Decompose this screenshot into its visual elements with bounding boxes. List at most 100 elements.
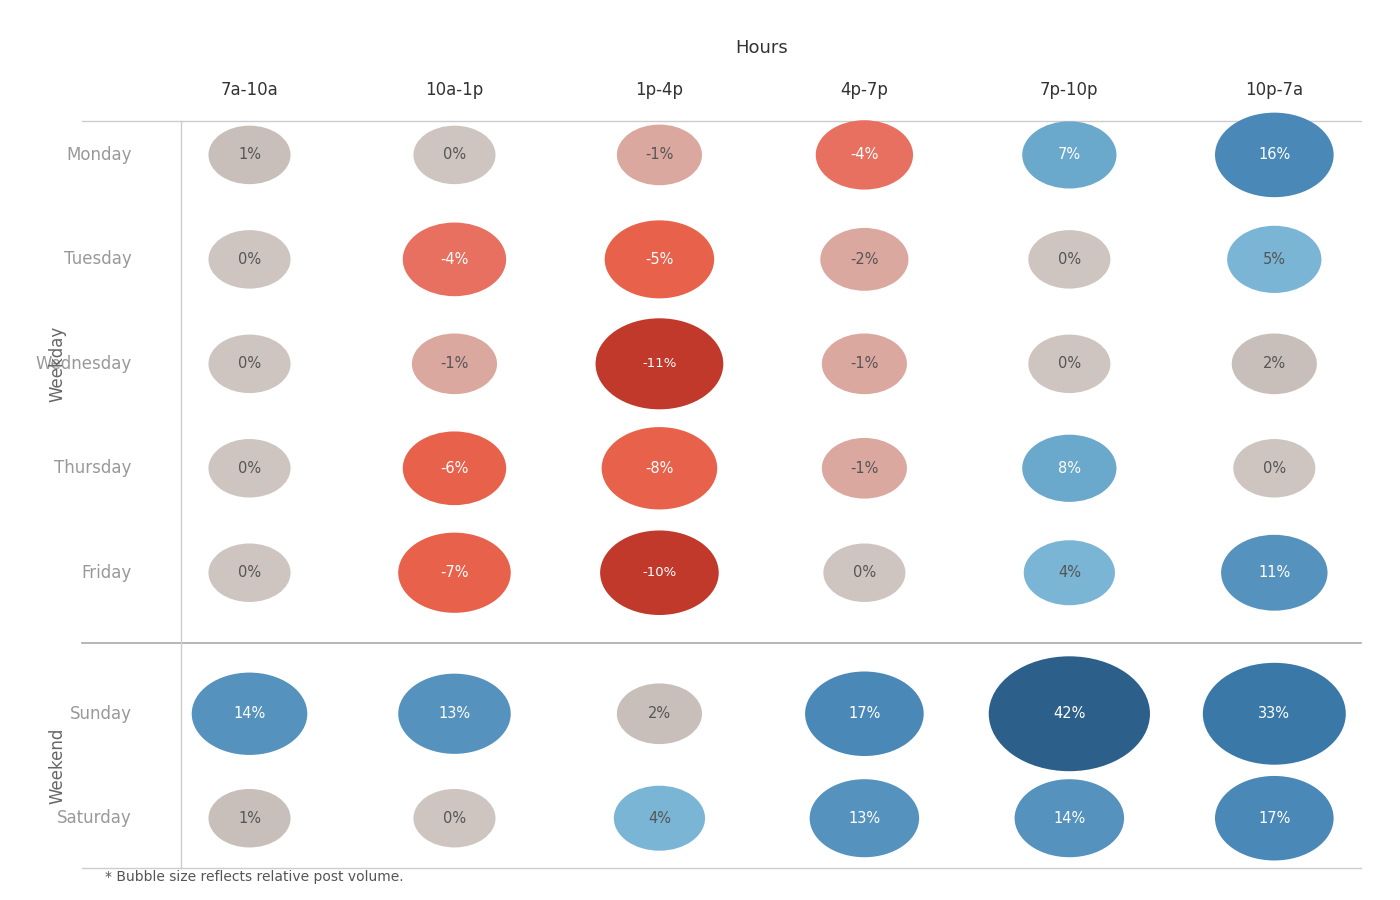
Text: 0%: 0% — [238, 252, 260, 267]
Text: -4%: -4% — [440, 252, 469, 267]
Ellipse shape — [816, 121, 913, 190]
Ellipse shape — [403, 222, 507, 296]
Ellipse shape — [595, 319, 724, 410]
Ellipse shape — [209, 335, 291, 393]
Text: 0%: 0% — [238, 356, 260, 372]
Text: 33%: 33% — [1259, 706, 1291, 721]
Ellipse shape — [988, 656, 1149, 771]
Text: Saturday: Saturday — [57, 809, 132, 827]
Text: -1%: -1% — [440, 356, 469, 372]
Text: 1%: 1% — [238, 811, 260, 825]
Text: Sunday: Sunday — [70, 705, 132, 723]
Text: -8%: -8% — [645, 461, 673, 476]
Text: 11%: 11% — [1259, 565, 1291, 581]
Text: 2%: 2% — [648, 706, 671, 721]
Ellipse shape — [1233, 439, 1316, 498]
Text: -1%: -1% — [850, 356, 879, 372]
Text: Thursday: Thursday — [55, 459, 132, 477]
Ellipse shape — [209, 789, 291, 848]
Text: Friday: Friday — [81, 563, 132, 581]
Text: -11%: -11% — [643, 357, 676, 370]
Text: 0%: 0% — [1263, 461, 1285, 476]
Text: 10a-1p: 10a-1p — [426, 81, 483, 99]
Text: 10p-7a: 10p-7a — [1245, 81, 1303, 99]
Text: 14%: 14% — [1053, 811, 1085, 825]
Text: 13%: 13% — [848, 811, 881, 825]
Text: Wednesday: Wednesday — [35, 355, 132, 373]
Ellipse shape — [1022, 122, 1116, 188]
Ellipse shape — [1022, 435, 1116, 502]
Ellipse shape — [605, 220, 714, 299]
Text: Weekend: Weekend — [48, 728, 66, 805]
Text: 0%: 0% — [1058, 356, 1081, 372]
Ellipse shape — [192, 672, 307, 755]
Text: 0%: 0% — [238, 565, 260, 581]
Ellipse shape — [413, 126, 496, 184]
Ellipse shape — [1215, 112, 1334, 197]
Text: 0%: 0% — [442, 148, 466, 162]
Text: 4%: 4% — [1058, 565, 1081, 581]
Ellipse shape — [601, 530, 718, 615]
Text: 1p-4p: 1p-4p — [636, 81, 683, 99]
Ellipse shape — [209, 544, 291, 602]
Ellipse shape — [1023, 540, 1114, 605]
Text: -5%: -5% — [645, 252, 673, 267]
Text: 7p-10p: 7p-10p — [1040, 81, 1099, 99]
Text: 13%: 13% — [438, 706, 470, 721]
Ellipse shape — [1232, 334, 1317, 394]
Text: Tuesday: Tuesday — [64, 250, 132, 268]
Text: * Bubble size reflects relative post volume.: * Bubble size reflects relative post vol… — [105, 869, 403, 884]
Text: 16%: 16% — [1259, 148, 1291, 162]
Ellipse shape — [1029, 335, 1110, 393]
Text: 0%: 0% — [442, 811, 466, 825]
Ellipse shape — [1228, 226, 1322, 293]
Ellipse shape — [809, 779, 920, 857]
Ellipse shape — [822, 438, 907, 499]
Text: 17%: 17% — [848, 706, 881, 721]
Text: 4p-7p: 4p-7p — [840, 81, 889, 99]
Ellipse shape — [805, 671, 924, 756]
Text: 14%: 14% — [234, 706, 266, 721]
Ellipse shape — [1029, 230, 1110, 289]
Ellipse shape — [1215, 776, 1334, 860]
Text: 0%: 0% — [1058, 252, 1081, 267]
Ellipse shape — [822, 334, 907, 394]
Text: Weekday: Weekday — [48, 326, 66, 402]
Ellipse shape — [403, 431, 507, 505]
Text: -7%: -7% — [440, 565, 469, 581]
Ellipse shape — [1015, 779, 1124, 857]
Ellipse shape — [617, 124, 701, 185]
Text: -1%: -1% — [645, 148, 673, 162]
Ellipse shape — [823, 544, 906, 602]
Text: 1%: 1% — [238, 148, 260, 162]
Text: 5%: 5% — [1263, 252, 1285, 267]
Text: -1%: -1% — [850, 461, 879, 476]
Ellipse shape — [413, 789, 496, 848]
Text: -2%: -2% — [850, 252, 879, 267]
Text: Monday: Monday — [66, 146, 132, 164]
Text: 7%: 7% — [1058, 148, 1081, 162]
Ellipse shape — [209, 230, 291, 289]
Text: 0%: 0% — [238, 461, 260, 476]
Text: 8%: 8% — [1058, 461, 1081, 476]
Text: 7a-10a: 7a-10a — [221, 81, 279, 99]
Ellipse shape — [1203, 662, 1345, 765]
Text: 0%: 0% — [853, 565, 876, 581]
Ellipse shape — [209, 439, 291, 498]
Ellipse shape — [398, 533, 511, 613]
Ellipse shape — [617, 683, 701, 744]
Text: Hours: Hours — [735, 40, 788, 58]
Ellipse shape — [602, 428, 717, 509]
Ellipse shape — [1221, 535, 1327, 611]
Text: -6%: -6% — [440, 461, 469, 476]
Ellipse shape — [209, 126, 291, 184]
Text: -4%: -4% — [850, 148, 879, 162]
Ellipse shape — [412, 334, 497, 394]
Ellipse shape — [398, 674, 511, 754]
Text: 42%: 42% — [1053, 706, 1085, 721]
Ellipse shape — [820, 228, 909, 291]
Text: 17%: 17% — [1259, 811, 1291, 825]
Text: 4%: 4% — [648, 811, 671, 825]
Text: 2%: 2% — [1263, 356, 1285, 372]
Text: -10%: -10% — [643, 566, 676, 580]
